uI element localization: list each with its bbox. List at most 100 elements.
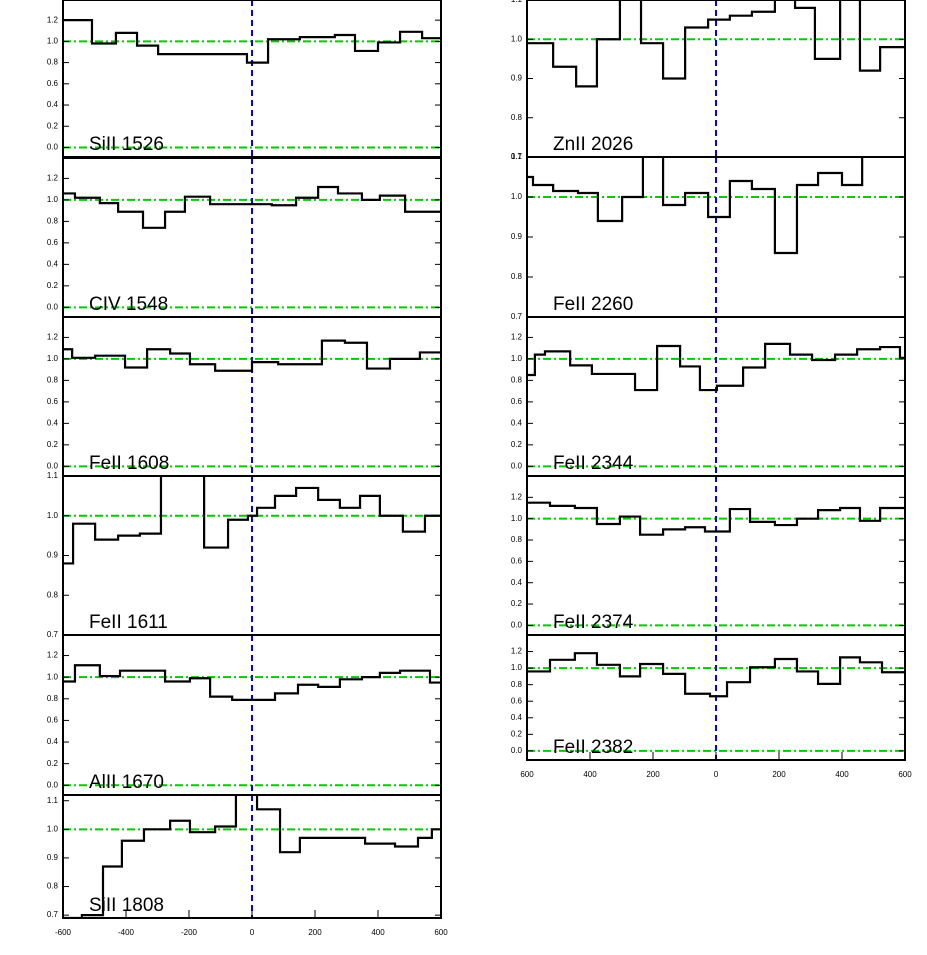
x-tick-label: -200 bbox=[181, 928, 198, 937]
y-tick-label: 0.0 bbox=[47, 780, 59, 789]
plot-area bbox=[527, 635, 905, 760]
spectrum-line bbox=[527, 157, 864, 255]
y-tick-label: 1.2 bbox=[47, 333, 59, 342]
y-tick-label: 0.7 bbox=[47, 630, 59, 639]
y-tick-label: 1.0 bbox=[511, 663, 523, 672]
y-tick-label: 0.2 bbox=[511, 599, 523, 608]
y-tick-label: 0.8 bbox=[47, 590, 59, 599]
y-tick-label: 0.9 bbox=[511, 232, 523, 241]
x-tick-label: 200 bbox=[308, 928, 322, 937]
spectrum-line bbox=[527, 342, 905, 392]
y-tick-label: 1.0 bbox=[511, 34, 523, 43]
spectrum-line bbox=[63, 476, 441, 565]
y-tick-label: 0.8 bbox=[511, 535, 523, 544]
plot-area bbox=[63, 635, 441, 795]
panel-label: FeII 2374 bbox=[553, 612, 634, 633]
y-tick-label: 1.1 bbox=[47, 471, 59, 480]
y-tick-label: 0.2 bbox=[511, 440, 523, 449]
panel-label: ZnII 2026 bbox=[553, 134, 633, 155]
plot-area bbox=[527, 157, 905, 317]
panel-label: SiII 1526 bbox=[89, 134, 164, 155]
y-tick-label: 1.1 bbox=[511, 152, 523, 161]
y-tick-label: 0.6 bbox=[47, 238, 59, 247]
y-tick-label: 1.1 bbox=[47, 796, 59, 805]
spectrum-line bbox=[527, 0, 905, 88]
plot-area bbox=[527, 0, 905, 157]
x-tick-label: 600 bbox=[898, 770, 912, 779]
panel: 0.0 0.2 0.4 0.6 0.8 1.0 1.2 CIV 1548 bbox=[47, 157, 442, 318]
panel-label: FeII 1608 bbox=[89, 453, 169, 474]
y-tick-label: 0.8 bbox=[511, 375, 523, 384]
x-tick-label: 200 bbox=[646, 770, 660, 779]
y-tick-label: 0.2 bbox=[47, 440, 59, 449]
panel-label: FeII 2382 bbox=[553, 737, 633, 758]
x-tick-label: 600 bbox=[434, 928, 448, 937]
y-tick-label: 0.6 bbox=[47, 79, 59, 88]
y-tick-label: 0.8 bbox=[47, 216, 59, 225]
y-tick-label: 0.6 bbox=[47, 397, 59, 406]
panel: 0.0 0.2 0.4 0.6 0.8 1.0 1.2 FeII 2374 bbox=[511, 475, 906, 636]
y-tick-label: 0.8 bbox=[47, 375, 59, 384]
y-tick-label: 1.0 bbox=[47, 672, 59, 681]
y-tick-label: 1.0 bbox=[47, 511, 59, 520]
y-tick-label: 1.2 bbox=[511, 333, 523, 342]
plot-area bbox=[527, 476, 905, 635]
y-tick-label: 0.4 bbox=[47, 259, 59, 268]
panel: 0.7 0.8 0.9 1.0 1.1 FeII 2260 bbox=[511, 152, 906, 321]
y-tick-label: 0.6 bbox=[511, 397, 523, 406]
y-tick-label: 0.4 bbox=[47, 100, 59, 109]
y-tick-label: 0.8 bbox=[47, 882, 59, 891]
y-tick-label: 0.0 bbox=[47, 143, 59, 152]
y-tick-label: 0.7 bbox=[47, 910, 59, 919]
y-tick-label: 1.2 bbox=[47, 651, 59, 660]
spectrum-line bbox=[63, 795, 441, 918]
plot-area bbox=[527, 317, 905, 476]
y-tick-label: 0.8 bbox=[511, 680, 523, 689]
y-tick-label: 0.8 bbox=[511, 272, 523, 281]
y-tick-label: 0.4 bbox=[511, 418, 523, 427]
panel-label: FeII 2260 bbox=[553, 294, 633, 315]
spectrum-line bbox=[63, 19, 441, 64]
panel-label: CIV 1548 bbox=[89, 294, 168, 315]
spectrum-line bbox=[63, 664, 441, 701]
y-tick-label: 0.2 bbox=[511, 729, 523, 738]
y-tick-label: 0.6 bbox=[511, 556, 523, 565]
y-tick-label: 0.0 bbox=[511, 746, 523, 755]
y-tick-label: 1.1 bbox=[511, 0, 523, 4]
y-tick-label: 1.0 bbox=[511, 354, 523, 363]
y-tick-label: 1.0 bbox=[511, 514, 523, 523]
panel-label: FeII 1611 bbox=[89, 612, 168, 633]
y-tick-label: 0.4 bbox=[511, 578, 523, 587]
y-tick-label: 0.0 bbox=[47, 461, 59, 470]
x-tick-label: -400 bbox=[118, 928, 135, 937]
plot-area bbox=[63, 0, 441, 157]
x-tick-label: 400 bbox=[371, 928, 385, 937]
y-tick-label: 1.2 bbox=[47, 174, 59, 183]
spectrum-line bbox=[63, 339, 441, 372]
y-tick-label: 0.6 bbox=[511, 696, 523, 705]
panel: 0.7 0.8 0.9 1.0 1.1 -600 -400 -200 0 200 400 600 SiI… bbox=[47, 794, 448, 937]
y-tick-label: 1.2 bbox=[511, 647, 523, 656]
y-tick-label: 0.8 bbox=[47, 58, 59, 67]
y-tick-label: 0.0 bbox=[47, 302, 59, 311]
plot-area bbox=[63, 795, 441, 918]
y-tick-label: 0.8 bbox=[47, 694, 59, 703]
y-tick-label: 1.0 bbox=[47, 36, 59, 45]
y-tick-label: 1.0 bbox=[47, 354, 59, 363]
x-tick-label: 0 bbox=[250, 928, 255, 937]
panel-label: SiII 1808 bbox=[89, 895, 164, 916]
plot-area bbox=[63, 476, 441, 635]
spectrum-line bbox=[63, 185, 441, 229]
x-tick-label: -600 bbox=[55, 928, 72, 937]
x-tick-label: 0 bbox=[714, 770, 719, 779]
y-tick-label: 0.4 bbox=[47, 418, 59, 427]
plot-area bbox=[63, 158, 441, 317]
y-tick-label: 1.0 bbox=[47, 824, 59, 833]
y-tick-label: 0.8 bbox=[511, 113, 523, 122]
y-tick-label: 0.4 bbox=[511, 713, 523, 722]
y-tick-label: 0.2 bbox=[47, 121, 59, 130]
spectrum-line bbox=[527, 652, 905, 698]
spectrum-line bbox=[527, 501, 905, 536]
